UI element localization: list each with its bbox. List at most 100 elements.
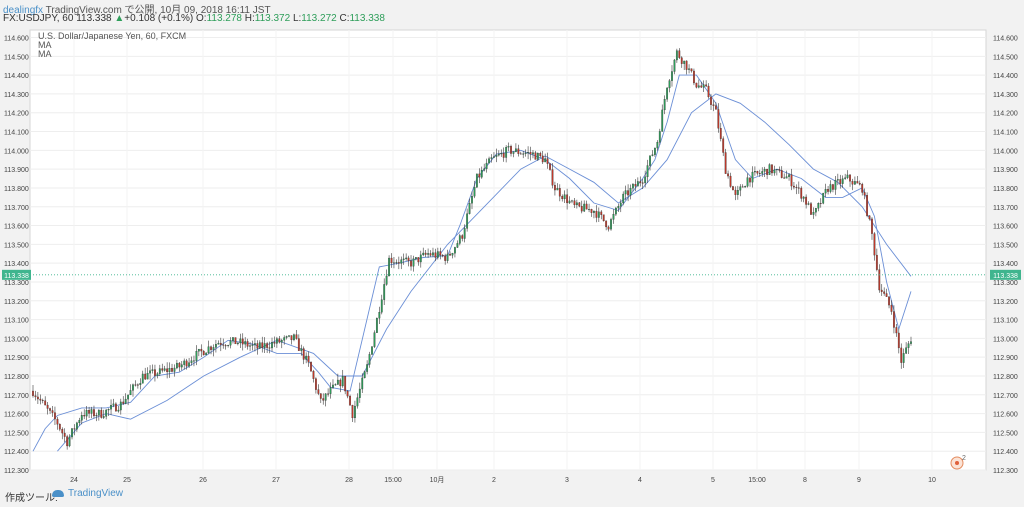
candle-body <box>183 360 186 365</box>
candle-body <box>534 152 537 160</box>
candle-body <box>897 332 900 349</box>
candle-body <box>707 85 710 98</box>
candle-body <box>871 218 873 234</box>
open-value: 113.278 <box>206 13 242 24</box>
candle-body <box>785 176 788 179</box>
candle-body <box>324 393 327 401</box>
candle-body <box>246 341 249 347</box>
candle-body <box>719 128 722 139</box>
candle-body <box>312 371 315 379</box>
candle-body <box>856 181 859 184</box>
candle-body <box>385 275 388 285</box>
candle-body <box>444 255 447 261</box>
candle-body <box>439 251 442 256</box>
candle-body <box>658 131 661 143</box>
candle-body <box>471 196 473 204</box>
candle-body <box>217 342 220 345</box>
candle-body <box>661 109 664 132</box>
candle-body <box>832 184 834 190</box>
brand-link[interactable]: dealingfx <box>3 5 44 16</box>
candle-body <box>761 171 764 174</box>
y-tick-right: 114.600 <box>993 36 1018 43</box>
candle-body <box>573 200 576 206</box>
candle-body <box>544 158 547 163</box>
candle-body <box>854 181 856 185</box>
y-tick-right: 113.500 <box>993 242 1018 249</box>
candle-body <box>419 254 422 263</box>
candle-body <box>288 335 290 337</box>
candle-body <box>88 410 90 414</box>
grid <box>30 30 986 471</box>
candle-body <box>458 235 461 244</box>
candle-body <box>805 196 808 205</box>
y-tick-left: 113.100 <box>4 318 29 325</box>
ma-slow-line <box>57 93 912 452</box>
candle-body <box>85 410 88 417</box>
candle-body <box>400 259 403 264</box>
candle-body <box>873 233 876 256</box>
candle-body <box>541 155 544 163</box>
candle-body <box>697 85 700 88</box>
candle-body <box>812 212 815 215</box>
candle-body <box>141 373 144 384</box>
candle-body <box>549 163 551 170</box>
candle-body <box>373 332 376 347</box>
y-tick-left: 113.300 <box>4 280 29 287</box>
candle-body <box>415 257 417 259</box>
candle-body <box>561 196 564 200</box>
candle-body <box>46 404 49 409</box>
candle-body <box>771 164 773 174</box>
y-tick-left: 114.000 <box>4 148 29 155</box>
candle-body <box>180 364 183 368</box>
candle-body <box>588 209 590 210</box>
y-tick-left: 113.400 <box>4 261 29 268</box>
candle-body <box>895 327 898 334</box>
candle-body <box>663 99 666 111</box>
tradingview-logo-icon <box>52 489 64 497</box>
candle-body <box>651 154 654 156</box>
candle-body <box>900 347 903 363</box>
candle-body <box>558 188 561 197</box>
candle-body <box>151 369 154 371</box>
y-tick-right: 113.600 <box>993 224 1018 231</box>
candle-body <box>490 157 493 159</box>
candle-body <box>224 345 227 347</box>
candle-body <box>536 153 539 160</box>
candle-body <box>488 158 490 164</box>
candle-body <box>207 346 210 354</box>
low-label: L: <box>292 13 302 24</box>
alert-marker-icon[interactable]: 2 <box>950 455 966 470</box>
price-chart[interactable]: 113.338 113.338 114.600114.500114.400114.… <box>0 26 1024 484</box>
candle-body <box>58 424 61 430</box>
candle-body <box>193 360 195 362</box>
y-tick-left: 112.600 <box>4 412 29 419</box>
y-tick-left: 114.600 <box>4 36 29 43</box>
candle-body <box>554 185 556 191</box>
candle-body <box>819 203 822 204</box>
candle-body <box>795 186 798 188</box>
close-value: 113.338 <box>349 13 385 24</box>
candle-body <box>200 348 203 352</box>
x-tick: 10 <box>928 477 936 484</box>
y-tick-left: 112.300 <box>4 468 29 475</box>
candle-body <box>515 148 517 152</box>
candle-body <box>327 393 330 395</box>
tradingview-link[interactable]: TradingView <box>52 488 123 499</box>
candle-body <box>127 394 130 400</box>
candle-body <box>156 373 159 376</box>
candle-body <box>315 378 317 390</box>
candle-body <box>102 416 105 418</box>
candle-body <box>434 252 437 258</box>
candle-body <box>132 384 134 391</box>
y-tick-right: 114.500 <box>993 54 1018 61</box>
candle-body <box>641 182 644 184</box>
candle-body <box>363 371 366 379</box>
candle-body <box>56 418 59 425</box>
candle-body <box>512 151 515 154</box>
y-tick-left: 113.700 <box>4 205 29 212</box>
candle-body <box>32 390 34 396</box>
y-tick-right: 112.600 <box>993 412 1018 419</box>
candle-body <box>451 253 454 256</box>
candle-body <box>736 190 739 195</box>
candle-body <box>117 409 120 412</box>
